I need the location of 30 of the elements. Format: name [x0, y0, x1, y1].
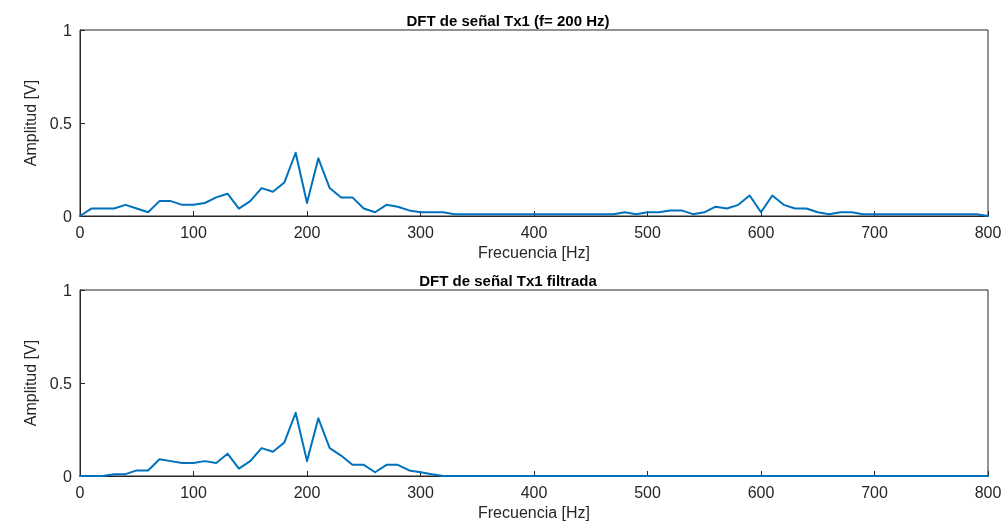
x-tick-label: 600 — [747, 483, 775, 501]
chart-title: DFT de señal Tx1 (f= 200 Hz) — [406, 12, 610, 29]
x-tick-label: 300 — [407, 223, 434, 241]
chart-title: DFT de señal Tx1 filtrada — [419, 272, 598, 289]
x-axis-title: Frecuencia [Hz] — [477, 244, 591, 262]
x-tick-label: 0 — [75, 223, 85, 241]
x-tick-label: 100 — [180, 223, 207, 241]
x-tick-label: 800 — [974, 223, 1002, 241]
x-tick-label: 700 — [861, 223, 888, 241]
x-axis-title: Frecuencia [Hz] — [477, 504, 591, 522]
y-tick-label: 1 — [63, 21, 73, 39]
x-tick-label: 400 — [520, 223, 548, 241]
x-tick-label: 400 — [520, 483, 548, 501]
x-tick-label: 300 — [407, 483, 434, 501]
y-tick-label: 1 — [63, 281, 73, 299]
y-tick-label: 0.5 — [49, 114, 73, 132]
x-tick-label: 600 — [747, 223, 775, 241]
x-tick-label: 700 — [861, 483, 888, 501]
y-tick-label: 0 — [63, 467, 73, 485]
x-tick-label: 500 — [634, 483, 661, 501]
y-axis-title: Amplitud [V] — [22, 79, 40, 167]
x-tick-label: 100 — [180, 483, 207, 501]
y-tick-label: 0 — [63, 207, 73, 225]
x-tick-label: 500 — [634, 223, 661, 241]
y-axis-title: Amplitud [V] — [22, 339, 40, 427]
x-tick-label: 200 — [293, 223, 321, 241]
y-tick-label: 0.5 — [49, 374, 73, 392]
x-tick-label: 800 — [974, 483, 1002, 501]
x-tick-label: 0 — [75, 483, 85, 501]
x-tick-label: 200 — [293, 483, 321, 501]
